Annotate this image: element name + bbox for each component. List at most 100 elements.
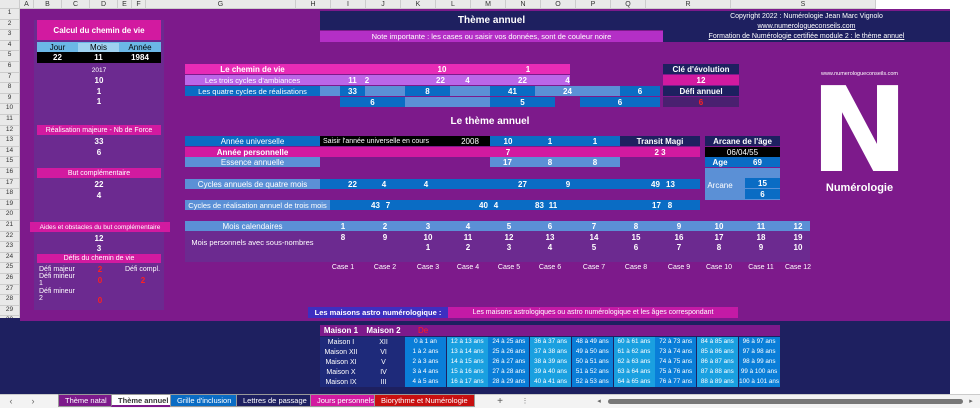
row-header[interactable]: 17 [0,178,20,190]
annee-input[interactable]: 2008 [450,136,490,146]
column-header[interactable]: B [34,0,62,9]
column-header[interactable]: P [576,0,611,9]
mois-cases-cell: Case 1 [331,263,355,271]
sheet-tab[interactable]: Grille d'inclusion [170,394,239,407]
sheet-tab[interactable]: Thème natal [58,394,114,407]
row-header[interactable]: 6 [0,62,20,73]
annee-input[interactable]: 1984 [131,53,149,62]
column-header[interactable]: E [118,0,132,9]
mois-r1-cell: 8 [340,232,346,242]
sheet-tab[interactable]: Jours personnels [310,394,382,407]
age-range-cell: 86 à 87 ans [696,357,738,367]
row-header[interactable]: 25 [0,263,20,274]
row-header[interactable]: 1 [0,9,20,20]
defi-mineur1-value: 0 [97,275,103,285]
row-header[interactable]: 26 [0,274,20,285]
date-input[interactable]: 06/04/55 [705,147,780,157]
mois-r1-cell: 10 [423,232,433,242]
column-header[interactable]: J [366,0,401,9]
row-header[interactable]: 16 [0,168,20,179]
next-sheet-icon[interactable]: › [31,396,35,406]
column-header[interactable]: L [436,0,471,9]
arcane-age-label: Arcane de l'âge [705,136,780,146]
column-header[interactable]: F [132,0,146,9]
row-header[interactable]: 5 [0,51,20,62]
more-sheets-icon[interactable]: ⋮ [521,398,529,405]
sheet-tab[interactable]: Thème annuel [111,394,176,407]
row-header[interactable]: 10 [0,104,20,115]
de-header: De [418,326,429,335]
aides-2: 3 [96,243,102,253]
mois-cases-cell: Case 2 [373,263,397,271]
defi-mineur1-label: Défi mineur 1 [39,273,75,287]
mois-r2-cell: 4 [547,242,553,252]
row-header[interactable]: 23 [0,242,20,253]
column-header[interactable]: G [146,0,296,9]
real-label: Les quatre cycles de réalisations [185,86,320,96]
column-header[interactable]: A [20,0,34,9]
site-link[interactable]: www.numerologueconseils.com [757,22,856,30]
row-header[interactable]: 21 [0,221,20,232]
column-header[interactable]: C [62,0,90,9]
age-range-cell: 38 à 39 ans [530,357,572,367]
column-header[interactable]: K [401,0,436,9]
row-header[interactable]: 29 [0,305,20,317]
column-header[interactable]: M [471,0,506,9]
horizontal-scrollbar-thumb[interactable] [608,399,963,404]
row-header[interactable]: 20 [0,210,20,221]
left-v3: 1 [96,96,102,106]
scroll-right-icon[interactable]: ▸ [969,398,973,405]
row-header[interactable]: 7 [0,72,20,84]
row-header[interactable]: 9 [0,93,20,105]
sheet-tab[interactable]: Lettres de passage [236,394,314,407]
formation-link[interactable]: Formation de Numérologie certifiée modul… [708,32,905,40]
mois-r2-cell [369,242,401,252]
mois-r2-cell: 10 [793,242,803,252]
row-header[interactable]: 24 [0,252,20,264]
prev-sheet-icon[interactable]: ‹ [9,396,13,406]
row-header[interactable]: 15 [0,157,20,168]
column-header[interactable]: S [731,0,876,9]
age-range-cell: 39 à 40 ans [530,367,572,377]
annee-perso-label: Année personnelle [185,147,320,157]
defi-majeur-value: 2 [97,264,103,274]
mois-r1-cell: 12 [504,232,514,242]
age-range-cell: 16 à 17 ans [446,377,488,387]
row-header[interactable]: 28 [0,295,20,306]
column-header[interactable]: R [646,0,731,9]
q-2: 4 [381,179,387,189]
row-header[interactable]: 18 [0,189,20,200]
row-header[interactable]: 4 [0,40,20,52]
row-header[interactable]: 11 [0,115,20,126]
row-header[interactable]: 22 [0,231,20,243]
mois-input[interactable]: 11 [94,53,103,62]
sheet-tab[interactable]: Biorythme et Numérologie [374,394,475,407]
select-all-corner[interactable] [0,0,20,9]
column-header[interactable]: Q [611,0,646,9]
t-6: 11 [548,200,558,210]
column-header[interactable]: O [541,0,576,9]
row-header[interactable]: 14 [0,146,20,158]
real-7: 6 [620,86,660,96]
row-header[interactable]: 2 [0,19,20,31]
realisation-2: 6 [96,147,102,157]
jour-input[interactable]: 22 [53,53,62,62]
row-header[interactable]: 13 [0,136,20,147]
row-header[interactable]: 3 [0,30,20,41]
row-header[interactable]: 19 [0,199,20,211]
column-header[interactable]: D [90,0,118,9]
essence-3: 8 [592,157,598,167]
column-header[interactable]: N [506,0,541,9]
column-header[interactable]: H [296,0,331,9]
add-sheet-button[interactable]: + [497,395,503,407]
q-3: 4 [423,179,429,189]
row-header[interactable]: 27 [0,284,20,296]
row-header[interactable]: 8 [0,83,20,94]
q-6: 49 [651,179,660,189]
scroll-left-icon[interactable]: ◂ [597,398,601,405]
column-header[interactable]: I [331,0,366,9]
au-3: 1 [592,136,598,146]
mois-cases-cell: Case 3 [416,263,440,271]
row-header[interactable]: 12 [0,125,20,137]
age-range-cell: 28 à 29 ans [488,377,530,387]
